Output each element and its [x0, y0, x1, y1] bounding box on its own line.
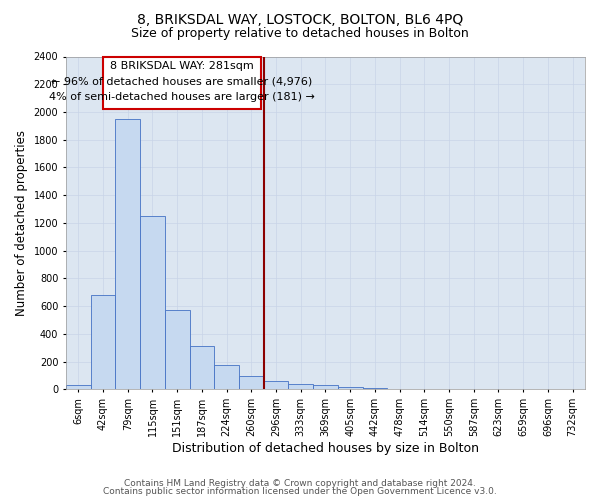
Bar: [66, 386, 91, 390]
Bar: [486, 388, 511, 390]
Text: 8, BRIKSDAL WAY, LOSTOCK, BOLTON, BL6 4PQ: 8, BRIKSDAL WAY, LOSTOCK, BOLTON, BL6 4P…: [137, 12, 463, 26]
Bar: [338, 386, 362, 390]
X-axis label: Distribution of detached houses by size in Bolton: Distribution of detached houses by size …: [172, 442, 479, 455]
Bar: [140, 216, 165, 390]
Text: ← 96% of detached houses are smaller (4,976): ← 96% of detached houses are smaller (4,…: [52, 76, 313, 86]
Bar: [387, 388, 412, 390]
Bar: [437, 388, 461, 390]
Text: 8 BRIKSDAL WAY: 281sqm: 8 BRIKSDAL WAY: 281sqm: [110, 60, 254, 70]
Bar: [190, 346, 214, 390]
Bar: [313, 386, 338, 390]
Text: Size of property relative to detached houses in Bolton: Size of property relative to detached ho…: [131, 28, 469, 40]
FancyBboxPatch shape: [103, 56, 261, 109]
Bar: [560, 388, 585, 390]
Bar: [91, 295, 115, 390]
Bar: [289, 384, 313, 390]
Y-axis label: Number of detached properties: Number of detached properties: [15, 130, 28, 316]
Bar: [461, 388, 486, 390]
Bar: [165, 310, 190, 390]
Bar: [412, 388, 437, 390]
Bar: [362, 388, 387, 390]
Bar: [214, 365, 239, 390]
Text: Contains public sector information licensed under the Open Government Licence v3: Contains public sector information licen…: [103, 487, 497, 496]
Bar: [263, 381, 289, 390]
Text: Contains HM Land Registry data © Crown copyright and database right 2024.: Contains HM Land Registry data © Crown c…: [124, 478, 476, 488]
Bar: [239, 376, 263, 390]
Text: 4% of semi-detached houses are larger (181) →: 4% of semi-detached houses are larger (1…: [49, 92, 315, 102]
Bar: [511, 388, 536, 390]
Bar: [536, 388, 560, 390]
Bar: [115, 119, 140, 390]
